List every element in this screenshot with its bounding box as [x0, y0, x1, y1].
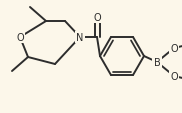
Text: O: O [16, 33, 24, 43]
Text: O: O [170, 71, 178, 81]
Text: O: O [93, 13, 101, 23]
Text: B: B [154, 58, 160, 67]
Text: O: O [170, 44, 178, 54]
Text: N: N [76, 33, 84, 43]
